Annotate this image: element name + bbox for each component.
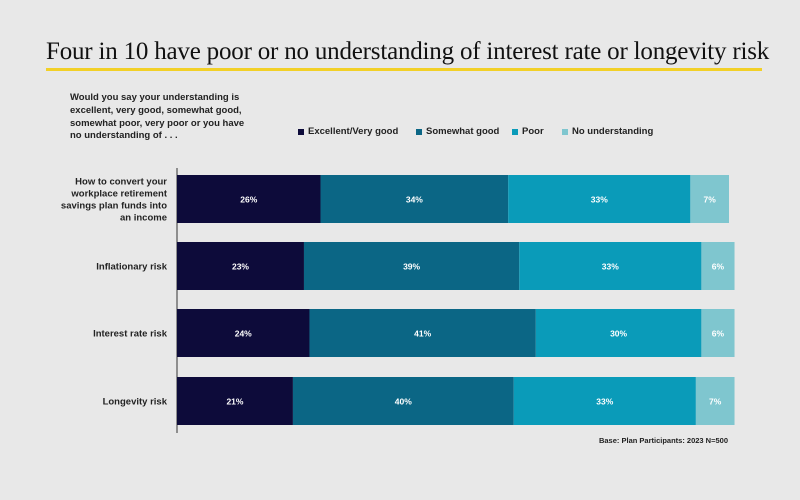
- bar-segment: [177, 309, 310, 357]
- bar-data-label: 7%: [709, 397, 722, 407]
- bar-data-label: 33%: [602, 262, 619, 272]
- legend-swatch-somewhat-good: [416, 128, 422, 135]
- bar-data-label: 40%: [395, 397, 412, 407]
- legend-label-excellent: Excellent/Very good: [308, 126, 399, 137]
- category-label: Interest rate risk: [93, 329, 168, 340]
- legend-swatch-excellent: [298, 128, 304, 135]
- category-label: Inflationary risk: [96, 262, 167, 273]
- survey-question: Would you say your understanding is exce…: [70, 92, 245, 142]
- bar-data-label: 24%: [235, 329, 252, 339]
- bar-segment: [535, 309, 702, 357]
- bar-data-label: 6%: [712, 329, 725, 339]
- legend-swatch-none: [562, 128, 568, 135]
- legend-label-none: No understanding: [572, 126, 654, 137]
- category-label: workplace retirement: [70, 189, 167, 200]
- bar-segment: [701, 309, 735, 357]
- bar-segment: [690, 175, 729, 223]
- bar-data-label: 30%: [610, 329, 627, 339]
- base-note: Base: Plan Participants: 2023 N=500: [598, 436, 728, 445]
- bar-segment: [701, 242, 735, 290]
- chart-title: Four in 10 have poor or no understanding…: [46, 38, 770, 65]
- bar-data-label: 7%: [704, 195, 717, 205]
- bar-segment: [519, 242, 702, 290]
- bar-data-label: 39%: [403, 262, 420, 272]
- legend-item-somewhat-good: Somewhat good: [416, 126, 499, 137]
- bar-segment: [292, 377, 514, 425]
- bar-data-label: 33%: [591, 195, 608, 205]
- legend-item-none: No understanding: [562, 126, 653, 137]
- bar-data-label: 6%: [712, 262, 725, 272]
- bar-data-label: 21%: [226, 397, 243, 407]
- bar-data-label: 23%: [232, 262, 249, 272]
- bar-segment: [513, 377, 696, 425]
- bar-segment: [177, 377, 293, 425]
- legend-label-poor: Poor: [522, 126, 544, 137]
- bar-data-label: 41%: [414, 329, 431, 339]
- bar-segment: [303, 242, 520, 290]
- bar-segment: [695, 377, 735, 425]
- bar-segment: [320, 175, 509, 223]
- legend-label-somewhat-good: Somewhat good: [426, 126, 500, 137]
- category-label: Longevity risk: [103, 397, 168, 408]
- bar-segment: [309, 309, 536, 357]
- bar-segment: [177, 242, 304, 290]
- category-label: an income: [120, 213, 167, 224]
- title-underline: [46, 68, 762, 71]
- bar-segment: [508, 175, 691, 223]
- legend-item-poor: Poor: [512, 126, 544, 137]
- category-label: How to convert your: [75, 177, 167, 188]
- category-label: savings plan funds into: [61, 201, 167, 212]
- bar-data-label: 34%: [406, 195, 423, 205]
- bar-segment: [177, 175, 321, 223]
- bar-data-label: 26%: [240, 195, 257, 205]
- legend-swatch-poor: [512, 128, 518, 135]
- legend-item-excellent: Excellent/Very good: [298, 126, 398, 137]
- bar-data-label: 33%: [596, 397, 613, 407]
